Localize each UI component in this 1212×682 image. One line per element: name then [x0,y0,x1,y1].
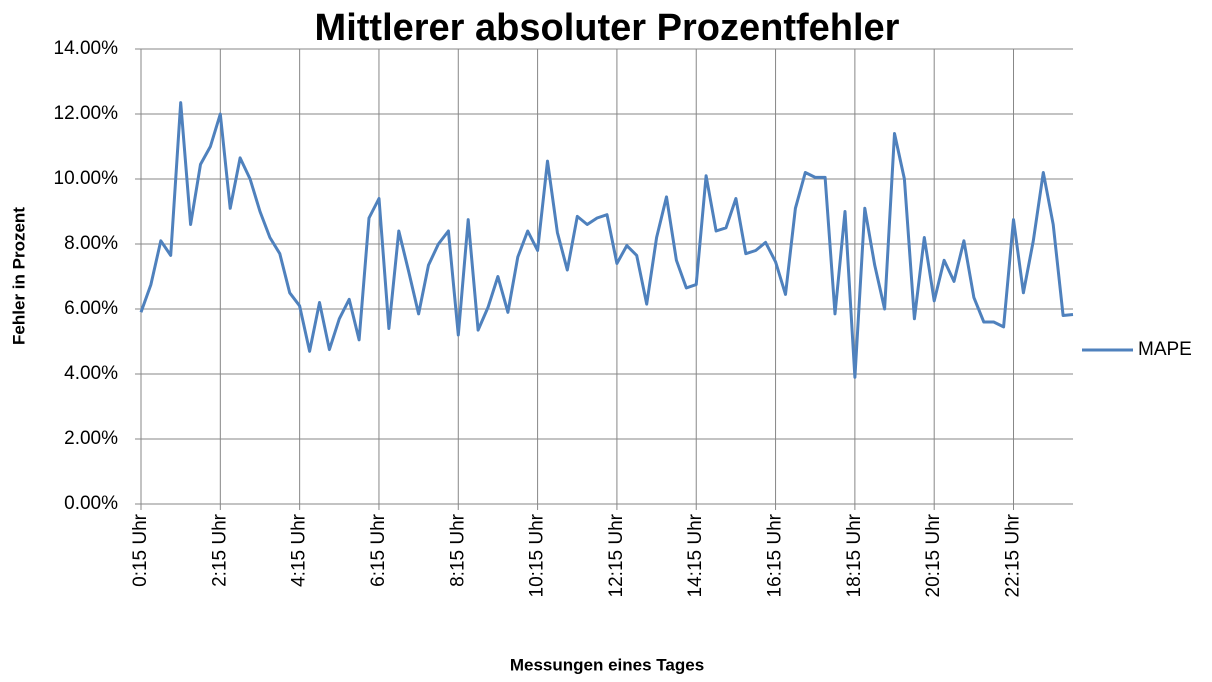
legend-label: MAPE [1138,339,1192,360]
x-tick-label: 0:15 Uhr [130,513,151,587]
y-tick-label: 0.00% [64,493,118,514]
x-tick-label: 2:15 Uhr [209,513,230,587]
y-tick-label: 8.00% [64,233,118,254]
data-line [139,101,1074,379]
y-tick-label: 6.00% [64,298,118,319]
y-tick-label: 14.00% [54,38,119,59]
y-tick-label: 10.00% [54,168,119,189]
x-tick-label: 16:15 Uhr [765,513,786,597]
x-tick-label: 20:15 Uhr [923,513,944,597]
x-tick-label: 4:15 Uhr [289,513,310,587]
x-tick-label: 18:15 Uhr [844,513,865,597]
x-tick-label: 8:15 Uhr [447,513,468,587]
y-tick-label: 4.00% [64,363,118,384]
y-tick-label: 12.00% [54,103,119,124]
x-tick-label: 6:15 Uhr [368,513,389,587]
x-tick-label: 22:15 Uhr [1003,513,1024,597]
x-tick-label: 14:15 Uhr [685,513,706,597]
x-tick-label: 10:15 Uhr [527,513,548,597]
chart-title: Mittlerer absoluter Prozentfehler [315,7,900,49]
y-axis-label: Fehler in Prozent [9,207,28,345]
x-axis-label: Messungen eines Tages [510,655,704,674]
y-tick-label: 2.00% [64,428,118,449]
x-tick-label: 12:15 Uhr [606,513,627,597]
